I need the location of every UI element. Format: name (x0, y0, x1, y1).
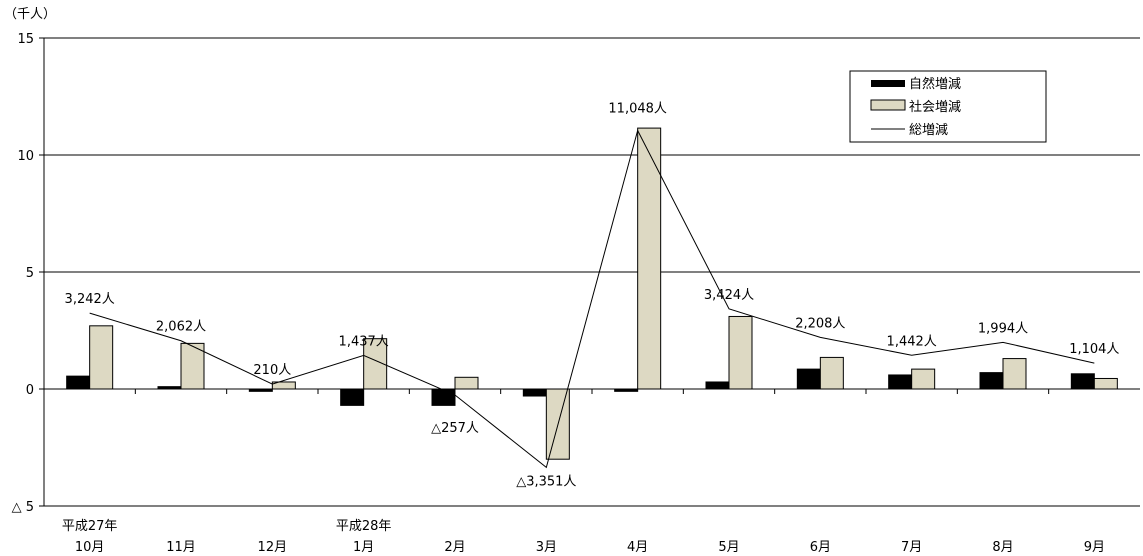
bars (66, 127, 1118, 460)
x-tick-label: 12月 (258, 540, 288, 555)
y-tick-label: 5 (26, 266, 34, 281)
total-change-label: 11,048人 (608, 101, 667, 116)
bar-natural-change (66, 375, 91, 390)
bar-natural-change (705, 381, 730, 390)
bar-natural-change (522, 388, 547, 397)
x-tick-label: 8月 (992, 540, 1013, 555)
bar-social-change (1093, 377, 1118, 390)
total-change-label: △3,351人 (516, 474, 576, 489)
total-change-polyline (89, 129, 1095, 469)
x-tick-label: 3月 (536, 540, 557, 555)
bar-social-change (1002, 358, 1027, 390)
y-axis-ticks: 15 10 5 0 △ 5 (12, 32, 34, 515)
bar-natural-change (340, 388, 365, 406)
y-tick-label: △ 5 (12, 500, 34, 515)
x-tick-label: 4月 (627, 540, 648, 555)
total-change-label: 2,062人 (156, 320, 206, 335)
total-change-label: 1,104人 (1069, 342, 1119, 357)
total-change-line (89, 129, 1095, 469)
bar-natural-change (1070, 373, 1095, 390)
axes (39, 37, 1140, 507)
bar-natural-change (796, 368, 821, 390)
total-change-label: 1,442人 (887, 334, 937, 349)
x-tick-label: 7月 (901, 540, 922, 555)
total-change-label: 2,208人 (795, 316, 845, 331)
bar-social-change (911, 368, 936, 390)
x-year-label: 平成27年 (62, 519, 118, 534)
x-tick-label: 10月 (75, 540, 105, 555)
bar-social-change (454, 376, 479, 390)
bar-social-change (819, 356, 844, 390)
bar-social-change (728, 315, 753, 390)
total-change-label: △257人 (431, 421, 479, 436)
y-tick-label: 15 (17, 32, 34, 47)
bar-natural-change (431, 388, 456, 406)
x-tick-label: 2月 (444, 540, 465, 555)
bar-natural-change (979, 372, 1004, 390)
legend-label-social: 社会増減 (909, 99, 961, 115)
bar-natural-change (888, 374, 913, 390)
y-tick-label: 10 (17, 149, 34, 164)
total-change-label: 210人 (253, 363, 291, 378)
total-change-label: 1,994人 (978, 321, 1028, 336)
x-tick-label: 11月 (166, 540, 196, 555)
x-tick-label: 5月 (718, 540, 739, 555)
legend-label-natural: 自然増減 (909, 76, 961, 92)
y-unit-label: （千人） (4, 7, 56, 22)
data-labels: 3,242人 2,062人 210人 1,437人 △257人 △3,351人 11,048… (65, 101, 1120, 489)
total-change-label: 3,242人 (65, 292, 115, 307)
total-change-label: 1,437人 (339, 334, 389, 349)
legend-swatch-natural (871, 80, 905, 87)
x-axis-labels: 10月 11月 12月 1月 2月 3月 4月 5月 6月 7月 8月 9月 平成27年 平成28年 (62, 519, 1105, 555)
legend: 自然増減 社会増減 総増減 (849, 70, 1047, 143)
legend-label-total: 総増減 (909, 122, 948, 138)
x-tick-label: 1月 (353, 540, 374, 555)
legend-swatch-social (870, 99, 906, 111)
x-tick-label: 9月 (1084, 540, 1105, 555)
bar-social-change (89, 325, 114, 390)
total-change-label: 3,424人 (704, 288, 754, 303)
x-year-label: 平成28年 (336, 519, 392, 534)
x-tick-label: 6月 (810, 540, 831, 555)
y-tick-label: 0 (26, 383, 34, 398)
bar-social-change (637, 127, 662, 390)
